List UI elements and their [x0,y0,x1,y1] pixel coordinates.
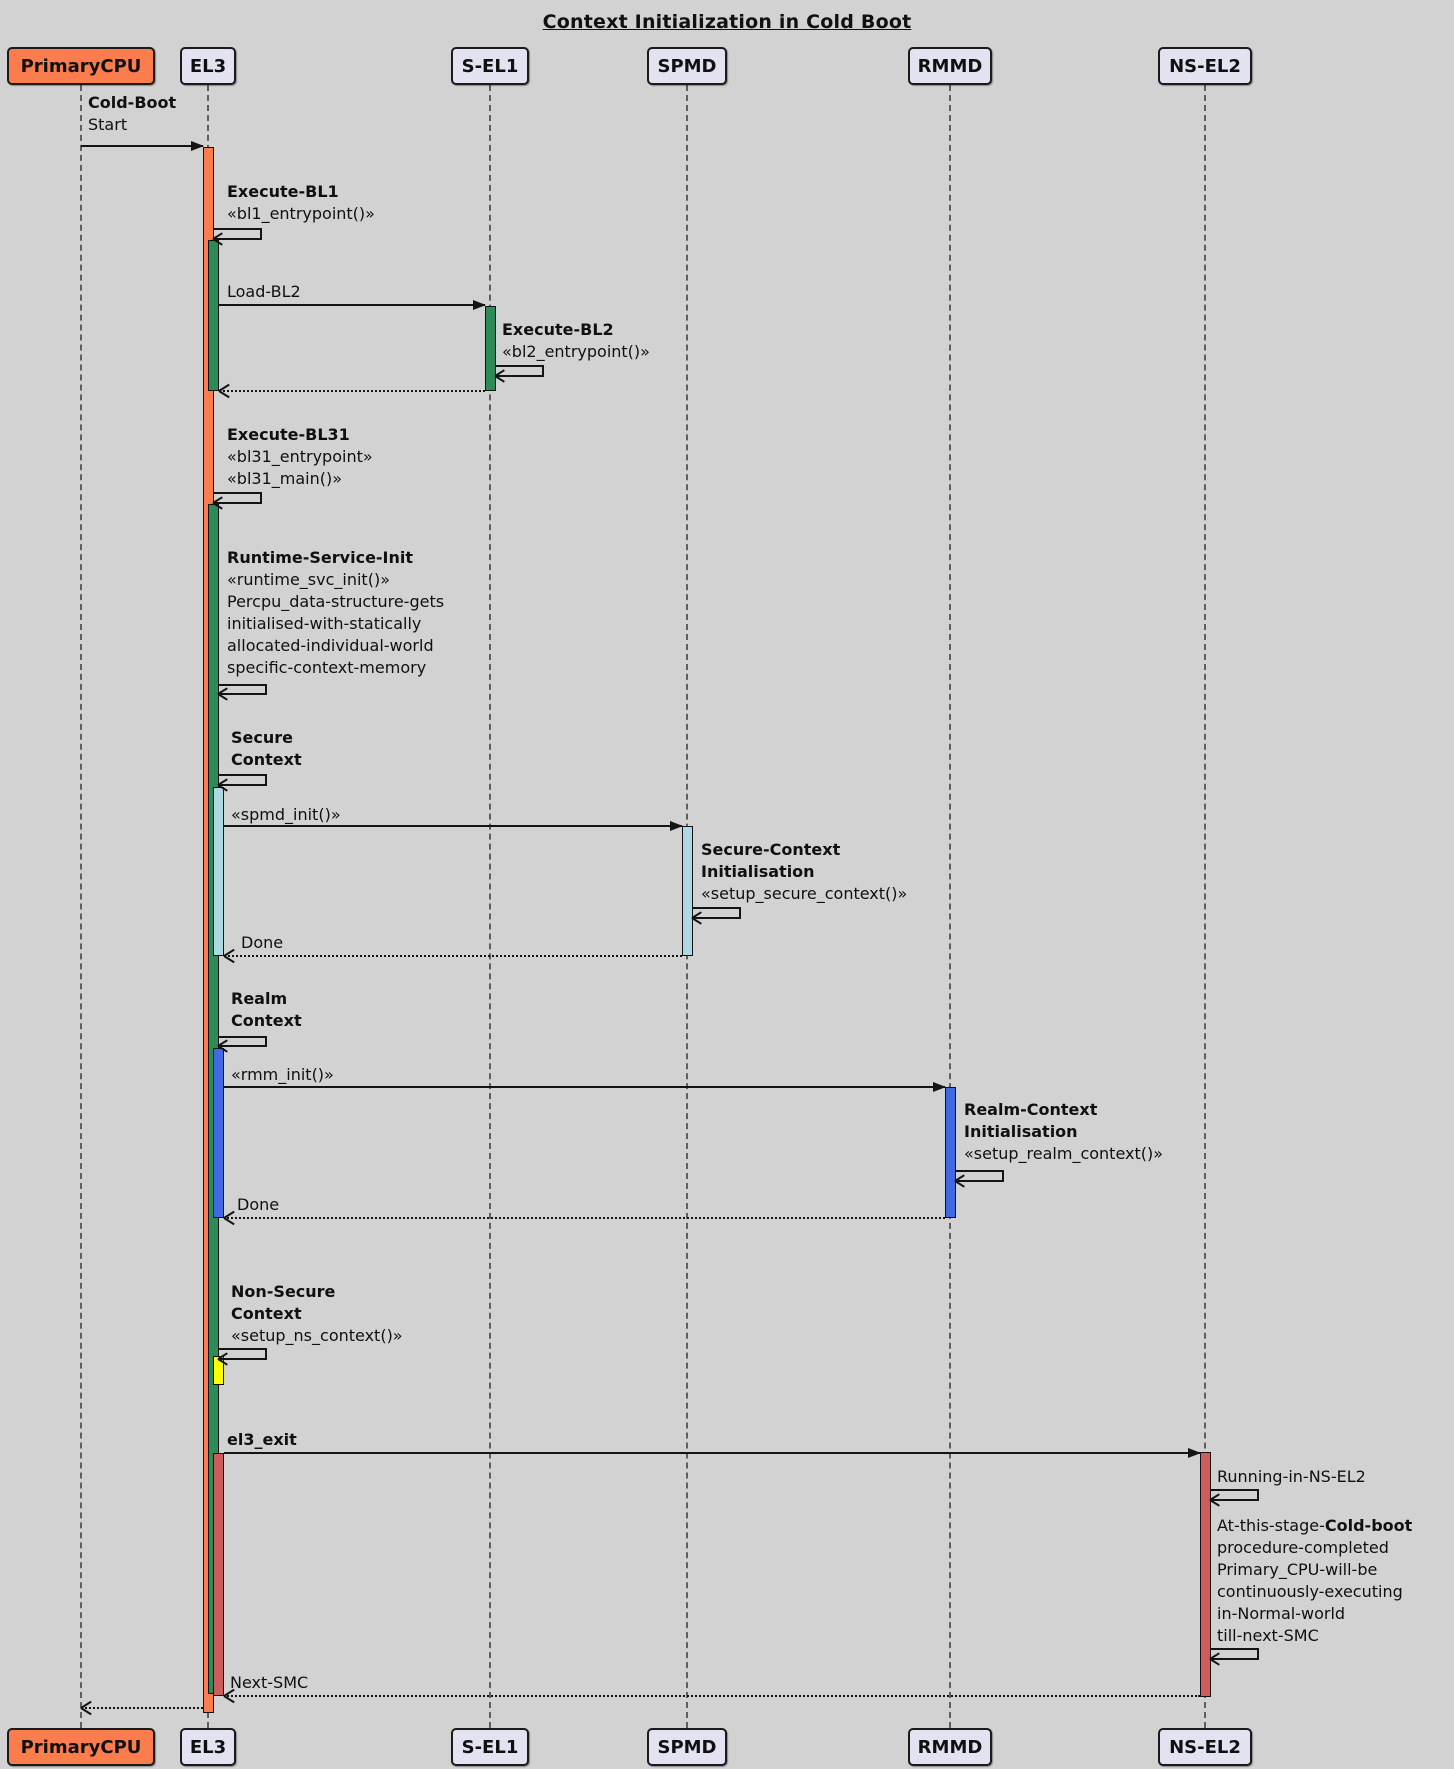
lifeline-primarycpu [80,85,82,1728]
participant-label: PrimaryCPU [20,55,142,77]
self-message-execute-bl1 [214,228,262,240]
arrow-load-bl2 [219,300,486,310]
message-label-load-bl2: Load-BL2 [227,282,301,301]
self-message-execute-bl31 [214,492,262,504]
participant-label: S-EL1 [461,55,519,77]
participant-label: S-EL1 [461,1736,519,1758]
lifeline-rmmd [949,85,951,1728]
self-message-setup-secure-context [693,907,741,919]
activation-ns-el2 [1200,1452,1211,1697]
message-label-secure-context: Secure Context [231,728,302,769]
self-message-realm-context [219,1036,267,1047]
lifeline-ns-el2 [1204,85,1206,1728]
arrow-done-realm [224,1217,945,1219]
participant-label: RMMD [917,1736,983,1758]
self-message-execute-bl2 [496,365,544,377]
participant-ns-el2-bottom: NS-EL2 [1158,1728,1252,1766]
activation-s-el1-bl2 [485,306,496,391]
participant-rmmd-top: RMMD [908,47,992,85]
message-label-done-realm: Done [237,1195,280,1214]
message-label-execute-bl2: Execute-BL2 «bl2_entrypoint()» [502,320,650,361]
message-label-cold-boot: Cold-Boot Start [88,93,177,134]
message-label-ns-context: Non-Secure Context «setup_ns_context()» [231,1282,403,1345]
participant-primarycpu-bottom: PrimaryCPU [7,1728,155,1766]
message-label-spmd-init: «spmd_init()» [231,805,341,824]
message-label-execute-bl1: Execute-BL1 «bl1_entrypoint()» [227,182,375,223]
arrow-done-secure [224,955,682,957]
self-message-runtime-service-init [219,684,267,695]
participant-label: EL3 [189,55,227,77]
self-message-cold-boot-complete [1211,1648,1259,1660]
participant-s-el1-top: S-EL1 [451,47,529,85]
arrow-return-primarycpu [81,1707,203,1709]
participant-s-el1-bottom: S-EL1 [451,1728,529,1766]
participant-el3-bottom: EL3 [180,1728,236,1766]
participant-label: EL3 [189,1736,227,1758]
diagram-title: Context Initialization in Cold Boot [542,11,912,33]
participant-el3-top: EL3 [180,47,236,85]
self-message-running-ns-el2 [1211,1489,1259,1501]
arrow-return-bl2 [219,390,485,392]
message-label-next-smc: Next-SMC [230,1673,309,1692]
message-label-done-secure: Done [241,933,284,952]
participant-label: SPMD [657,1736,717,1758]
message-label-secure-context-init: Secure-Context Initialisation «setup_sec… [701,840,908,903]
activation-el3-green-bl2 [208,240,219,391]
message-label-realm-context: Realm Context [231,989,302,1030]
participant-ns-el2-top: NS-EL2 [1158,47,1252,85]
participant-label: PrimaryCPU [20,1736,142,1758]
arrow-spmd-init [224,821,683,831]
arrow-next-smc [224,1695,1200,1697]
self-message-setup-realm-context [956,1170,1004,1182]
activation-el3-exit [213,1453,224,1696]
self-message-ns-context [219,1348,267,1360]
activation-el3-secure-context [213,787,224,956]
message-label-el3-exit: el3_exit [227,1430,297,1449]
participant-spmd-bottom: SPMD [647,1728,727,1766]
message-label-rmm-init: «rmm_init()» [231,1065,334,1084]
activation-spmd [682,826,693,956]
activation-rmmd [945,1087,956,1218]
lifeline-s-el1 [489,85,491,1728]
arrow-rmm-init [224,1082,946,1092]
arrow-el3-exit [224,1448,1201,1458]
participant-rmmd-bottom: RMMD [908,1728,992,1766]
participant-label: NS-EL2 [1169,55,1241,77]
message-label-realm-context-init: Realm-Context Initialisation «setup_real… [964,1100,1164,1163]
participant-spmd-top: SPMD [647,47,727,85]
arrow-cold-boot-start [81,141,204,151]
activation-el3-realm-context [213,1048,224,1218]
participant-label: NS-EL2 [1169,1736,1241,1758]
message-label-runtime-service-init: Runtime-Service-Init «runtime_svc_init()… [227,548,445,677]
participant-label: SPMD [657,55,717,77]
participant-label: RMMD [917,55,983,77]
self-message-secure-context [219,774,267,786]
participant-primarycpu-top: PrimaryCPU [7,47,155,85]
message-label-execute-bl31: Execute-BL31 «bl31_entrypoint» «bl31_mai… [227,425,373,488]
message-label-cold-boot-note: At-this-stage-Cold-boot procedure-comple… [1217,1516,1413,1645]
message-label-running-ns-el2: Running-in-NS-EL2 [1217,1467,1366,1486]
